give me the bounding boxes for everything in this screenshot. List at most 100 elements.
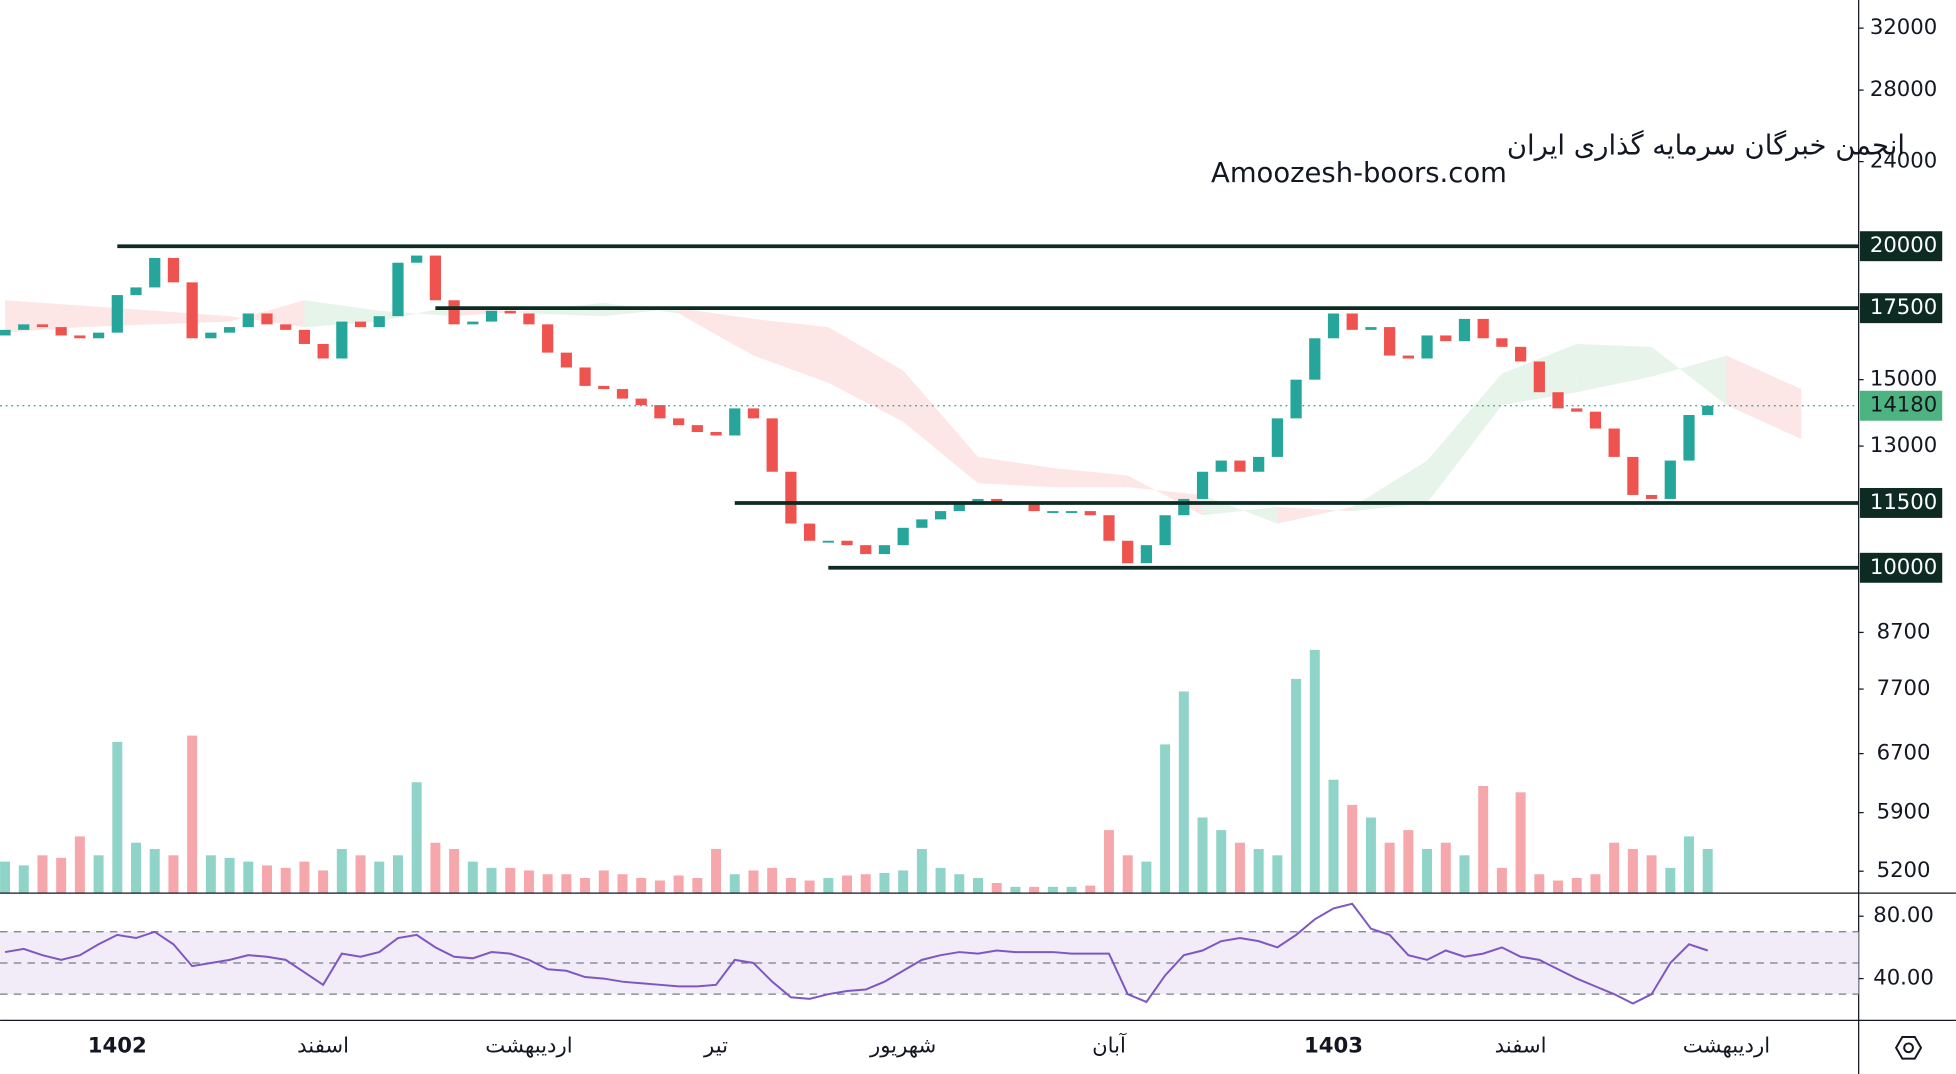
y-tick-label: 7700 <box>1877 675 1931 700</box>
watermark-title: انجمن خبرگان سرمایه گذاری ایران <box>1507 130 1905 162</box>
candle-body <box>635 398 647 406</box>
candle-body <box>298 329 311 344</box>
rsi-tick-label: 40.00 <box>1873 965 1934 990</box>
candle-body <box>1402 355 1414 359</box>
volume-bar <box>93 855 104 894</box>
y-tick-label: 13000 <box>1870 432 1937 457</box>
y-tick-label: 5200 <box>1877 857 1931 882</box>
volume-bar <box>1646 855 1657 894</box>
candle-body <box>448 300 460 325</box>
volume-bar <box>411 782 422 894</box>
volume-bar <box>898 870 909 894</box>
candle-body <box>1215 460 1227 472</box>
volume-bar <box>374 861 385 894</box>
volume-bar <box>1684 836 1694 894</box>
volume-bar <box>1553 880 1564 894</box>
candle-body <box>1683 415 1695 461</box>
volume-bar <box>1534 874 1545 894</box>
cloud-segment <box>1651 346 1727 406</box>
candle-body <box>354 321 367 328</box>
last-price-label: 14180 <box>1870 392 1937 417</box>
volume-bar <box>542 874 553 894</box>
candle-body <box>261 313 273 325</box>
volume-bar <box>1160 744 1171 894</box>
candle-body <box>1290 379 1302 419</box>
cloud-segment <box>1352 460 1428 512</box>
volume-bar <box>1291 678 1302 894</box>
candle-body <box>1365 327 1377 330</box>
volume-bar <box>1496 867 1507 894</box>
volume-bar <box>1403 830 1414 894</box>
candle-body <box>691 425 703 433</box>
x-tick-label: 1403 <box>1304 1033 1363 1058</box>
candle-body <box>1702 405 1714 416</box>
candle-body <box>111 295 123 333</box>
volume-bar <box>991 883 1002 894</box>
candle-body <box>1496 338 1508 347</box>
volume-bar <box>935 867 946 894</box>
volume-bar <box>561 874 572 894</box>
x-tick-label: اردیبهشت <box>1683 1033 1770 1058</box>
volume-bar <box>692 878 703 894</box>
candle-body <box>654 405 666 419</box>
volume-bar <box>243 861 254 894</box>
volume-bar <box>580 878 591 894</box>
candle-body <box>598 385 610 390</box>
candle-body <box>205 332 217 339</box>
candle-body <box>1178 498 1190 516</box>
candle-body <box>1253 456 1265 472</box>
volume-bar <box>748 870 759 894</box>
candle-body <box>485 310 498 322</box>
x-tick-label: اسفند <box>297 1033 349 1058</box>
volume-bar <box>149 849 160 894</box>
volume-bar <box>767 867 778 894</box>
candle-body <box>991 498 1003 503</box>
x-tick-label: آبان <box>1092 1032 1127 1058</box>
level-label: 17500 <box>1870 294 1937 319</box>
volume-bar <box>1478 786 1489 894</box>
volume-bar <box>1047 886 1058 894</box>
volume-bar <box>1459 855 1470 894</box>
rsi-tick-label: 80.00 <box>1873 902 1934 927</box>
volume-bar <box>18 865 29 894</box>
candle-body <box>1271 418 1283 457</box>
candle-body <box>317 343 329 359</box>
candle-body <box>579 367 591 386</box>
candle-body <box>785 471 797 524</box>
volume-bar <box>112 741 123 894</box>
settings-icon[interactable] <box>1894 1035 1923 1060</box>
candle-body <box>523 313 535 325</box>
y-tick-label: 8700 <box>1877 618 1931 643</box>
candle-body <box>803 523 816 541</box>
candle-body <box>1552 392 1564 409</box>
candle-body <box>36 324 49 328</box>
candle-body <box>616 389 629 399</box>
volume-bar <box>1422 849 1433 894</box>
y-tick-label: 24000 <box>1870 148 1937 173</box>
volume-bar <box>673 875 684 894</box>
candle-body <box>1440 335 1452 342</box>
candle-body <box>74 335 86 339</box>
icon-hexagon <box>1894 1035 1923 1060</box>
candle-body <box>542 324 554 353</box>
volume-bar <box>1515 792 1526 894</box>
volume-bar <box>131 842 142 894</box>
volume-bar <box>804 880 815 894</box>
candle-body <box>1028 502 1040 512</box>
candle-body <box>504 310 516 314</box>
candle-body <box>1515 346 1527 362</box>
volume-bar <box>280 867 291 894</box>
candle-body <box>186 282 198 339</box>
volume-bar <box>299 861 310 894</box>
candle-body <box>411 255 423 263</box>
volume-bar <box>486 867 497 894</box>
volume-bar <box>1272 855 1283 894</box>
cloud-segment <box>903 370 978 484</box>
candle-body <box>1140 545 1153 564</box>
volume-bar <box>505 867 516 894</box>
candle-body <box>1084 511 1096 516</box>
volume-bar <box>1347 804 1358 894</box>
candle-body <box>729 408 741 436</box>
cloud-segment <box>5 300 80 333</box>
last-price-box <box>1859 390 1943 421</box>
